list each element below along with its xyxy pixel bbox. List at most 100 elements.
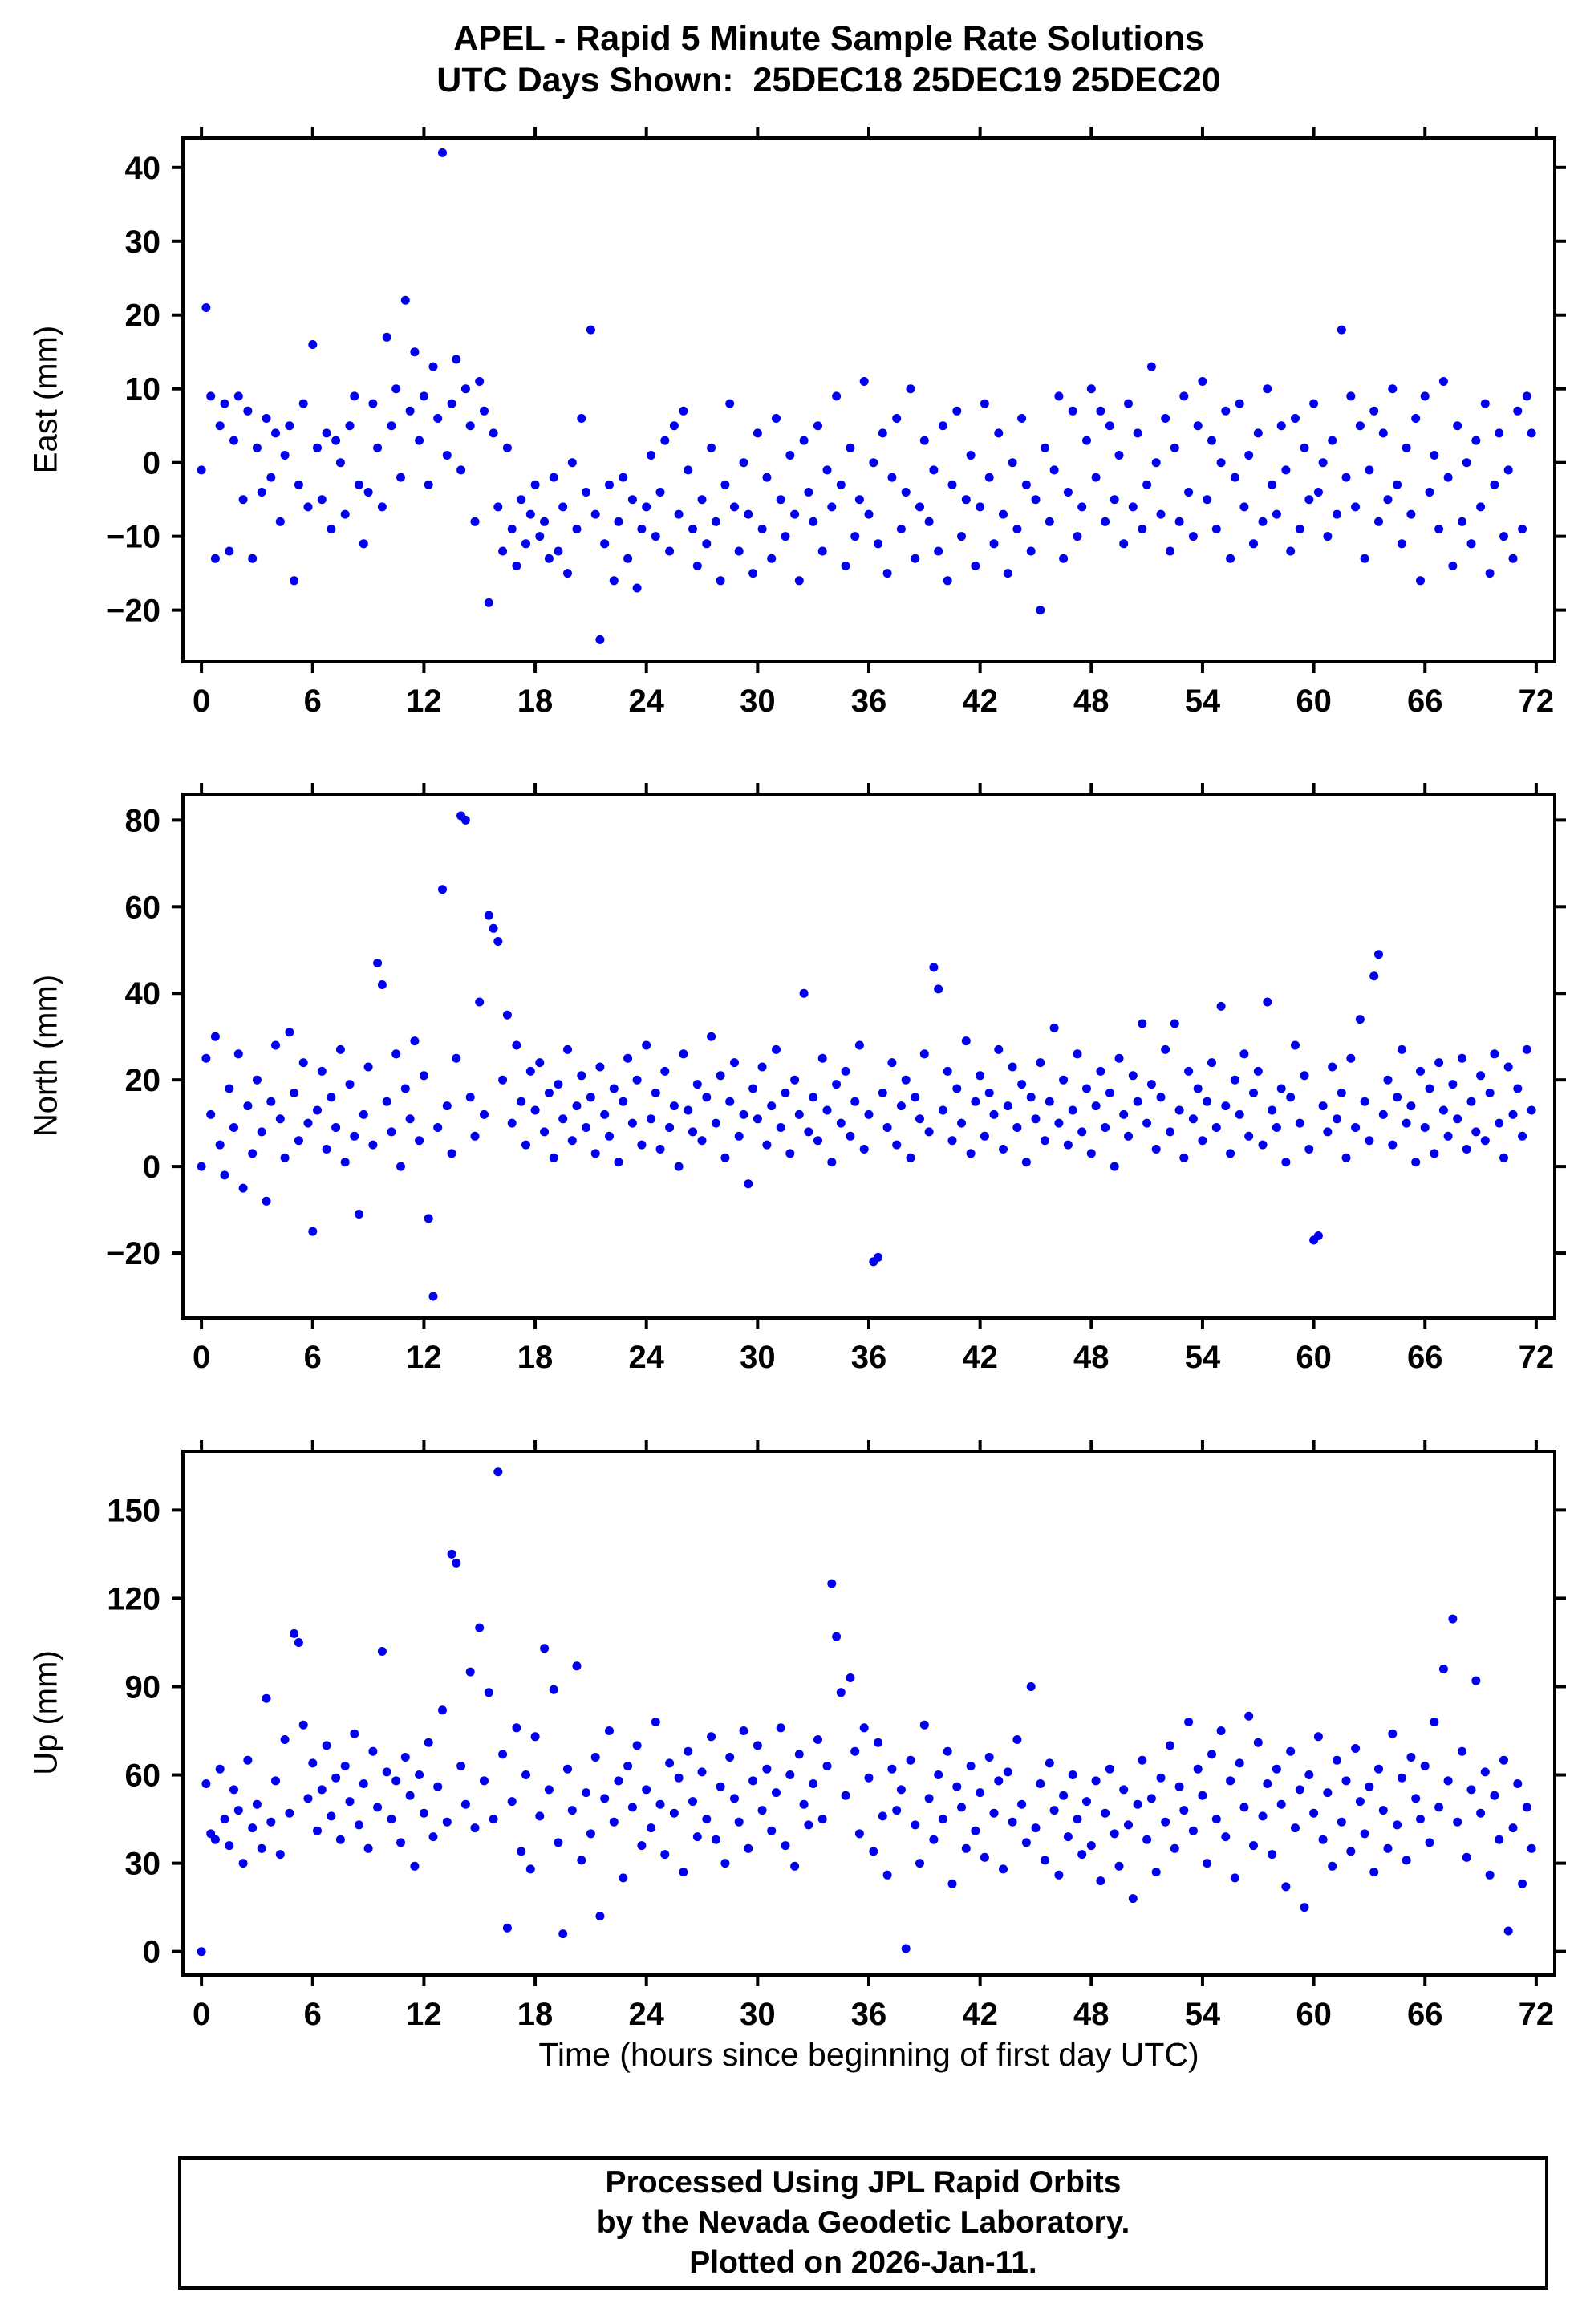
data-point [1462,1852,1471,1862]
data-point [674,1773,684,1783]
data-point [428,1292,438,1301]
data-point [294,480,303,489]
data-point [655,1799,665,1809]
data-point [215,1764,225,1774]
data-point [1188,1826,1198,1835]
x-tick-label: 0 [193,683,210,719]
y-tick-label: 150 [107,1493,160,1528]
data-point [976,1071,985,1081]
data-point [419,1808,428,1818]
y-tick-label: −10 [106,520,160,555]
data-point [1059,1075,1069,1085]
data-point [1281,1158,1291,1167]
data-point [229,1785,238,1795]
data-point [697,1136,707,1146]
data-point [757,525,767,533]
data-point [697,1767,707,1777]
data-point [470,1823,480,1833]
data-point [911,1093,920,1102]
data-point [836,1688,846,1697]
data-point [1527,428,1536,438]
data-point [822,1762,832,1770]
data-point [363,1843,373,1853]
y-tick-label: 30 [125,1847,161,1882]
data-point [966,1762,976,1770]
data-point [776,495,785,505]
data-point [943,576,952,586]
data-point [215,421,225,431]
data-point [813,421,822,431]
data-point [707,443,716,452]
data-point [762,473,772,482]
data-point [355,1210,363,1219]
data-point [243,1101,253,1111]
data-point [809,1093,818,1102]
data-point [447,1549,456,1559]
x-tick-label: 18 [517,1997,554,2032]
data-point [919,1049,929,1059]
data-point [692,1080,702,1089]
data-point [1041,1856,1049,1865]
data-point [1017,1080,1027,1089]
data-point [720,480,730,489]
data-point [762,1764,772,1774]
data-point [1333,509,1341,519]
data-point [280,1735,290,1744]
data-point [1184,1066,1194,1076]
data-point [1309,399,1319,408]
data-point [335,1044,345,1054]
data-point [924,517,934,526]
data-point [1146,1794,1156,1803]
data-point [943,1066,952,1076]
y-tick-label: 40 [125,151,161,186]
data-point [1430,1149,1439,1158]
x-tick-label: 42 [962,683,998,719]
data-point [846,1131,855,1141]
data-point [1054,1870,1064,1880]
data-point [980,1131,989,1141]
x-tick-label: 60 [1296,683,1332,719]
data-point [869,1847,878,1856]
x-tick-label: 66 [1407,1340,1443,1375]
data-point [655,488,665,497]
data-point [210,1032,220,1041]
data-point [767,1101,777,1111]
data-point [294,1638,303,1647]
data-point [915,1114,924,1124]
data-point [540,1644,550,1653]
data-point [971,1826,980,1835]
data-point [859,1723,869,1733]
data-point [1378,1806,1388,1815]
data-point [563,569,572,578]
data-point [1495,1835,1504,1844]
data-point [938,421,947,431]
data-point [1207,1750,1216,1759]
data-point [711,1118,720,1128]
data-point [489,428,498,438]
data-point [1304,495,1314,505]
data-point [822,1105,832,1115]
data-point [1031,1114,1041,1124]
data-point [484,598,493,607]
data-point [859,377,869,386]
data-point [1374,1764,1383,1774]
data-point [901,1075,911,1085]
data-point [1337,325,1346,335]
data-point [772,1788,781,1798]
data-point [785,1770,795,1779]
data-point [734,1131,744,1141]
data-point [252,1799,262,1809]
data-point [452,1053,461,1063]
data-point [1388,384,1398,394]
data-point [647,1114,655,1124]
data-point [1184,1718,1194,1726]
data-point [609,576,619,586]
data-point [809,1779,818,1788]
data-point [1295,1785,1304,1795]
data-point [688,1127,697,1137]
data-point [530,1732,540,1742]
data-point [637,1140,647,1150]
data-point [303,1118,313,1128]
data-point [767,1826,777,1835]
data-point [1402,443,1411,452]
